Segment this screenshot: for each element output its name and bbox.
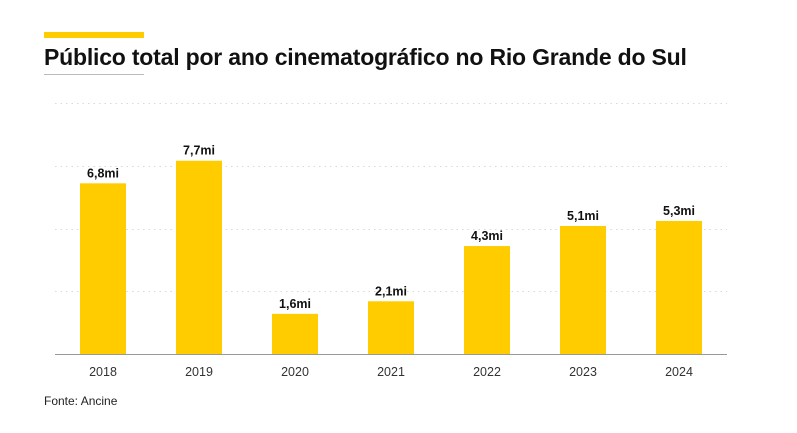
bar-2019 [176,160,222,354]
source-note: Fonte: Ancine [44,394,118,408]
x-tick-2024: 2024 [665,365,693,379]
data-label-2022: 4,3mi [471,229,503,243]
bar-2024 [656,220,702,354]
bar-2021 [368,301,414,354]
data-label-2019: 7,7mi [183,144,215,158]
bar-2020 [272,313,318,354]
title-underline [44,74,144,75]
bar-2022 [464,246,510,354]
title-accent-bar [44,32,144,38]
x-tick-2023: 2023 [569,365,597,379]
bar-2018 [80,183,126,354]
data-label-2023: 5,1mi [567,209,599,223]
data-label-2018: 6,8mi [87,166,119,180]
bar-2023 [560,225,606,354]
x-tick-2022: 2022 [473,365,501,379]
data-label-2020: 1,6mi [279,297,311,311]
chart-title: Público total por ano cinematográfico no… [44,44,687,70]
x-tick-2019: 2019 [185,365,213,379]
x-tick-2020: 2020 [281,365,309,379]
data-label-2024: 5,3mi [663,204,695,218]
x-tick-2018: 2018 [89,365,117,379]
data-label-2021: 2,1mi [375,284,407,298]
x-tick-2021: 2021 [377,365,405,379]
